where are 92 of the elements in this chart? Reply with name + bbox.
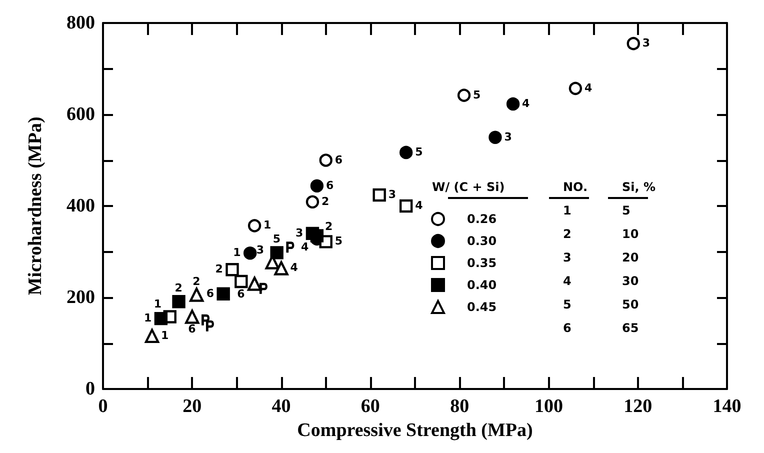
annotation: 3 [295,226,304,240]
point [506,97,520,111]
y-tick-label: 0 [86,378,95,400]
annotation: Si, % [622,180,656,194]
point [216,287,230,300]
legend-label: 0.26 [467,212,497,226]
annotation: 1 [264,218,272,232]
annotation: 6 [326,178,334,192]
point [206,320,214,332]
annotation: 4 [290,261,298,274]
annotation: NO. [563,180,588,194]
annotation: 50 [622,298,639,312]
annotation: 4 [522,96,530,110]
annotation: 5 [334,234,343,248]
annotation: 65 [622,321,639,335]
point [372,188,386,202]
y-tick-label: 600 [66,104,95,125]
annotation: 2 [324,220,333,233]
legend-label: 0.40 [467,278,497,292]
annotation: 6 [206,286,214,300]
y-tick-label: 800 [66,12,95,34]
x-tick-label: 60 [360,396,380,417]
point [457,88,471,102]
legend-label: 0.30 [467,234,497,248]
point [144,328,160,344]
annotation: 30 [622,274,639,288]
annotation: 2 [174,282,182,295]
point [399,199,413,213]
annotation: 1 [563,204,572,218]
annotation: 4 [300,240,309,254]
annotation: 3 [256,243,264,256]
x-tick-label: 100 [534,396,563,417]
annotation: 6 [237,287,246,300]
point [243,246,257,260]
annotation: 2 [563,227,572,241]
annotation: 3 [563,250,572,264]
annotation: 5 [563,298,572,312]
annotation: 1 [233,246,241,260]
y-axis-title: Microhardness (MPa) [25,116,46,296]
annotation: 1 [144,312,152,325]
point [306,195,320,208]
x-axis-title: Compressive Strength (MPa) [297,420,533,441]
annotation: 3 [388,188,396,202]
point [154,312,168,326]
annotation: 4 [563,274,572,288]
annotation: 3 [642,36,650,50]
annotation: 2 [321,194,330,208]
point [270,246,284,260]
x-tick-label: 40 [272,396,291,417]
legend-title: W/ (C + Si) [432,180,505,194]
x-tick-label: 0 [98,396,108,417]
point [568,82,582,96]
y-tick-label: 200 [66,287,95,308]
point [185,310,200,324]
annotation: 6 [188,322,196,336]
legend-label: 0.45 [467,300,497,314]
x-tick-label: 20 [182,396,202,417]
y-tick-label: 400 [66,196,95,216]
point [190,288,204,302]
annotation: 1 [154,298,162,311]
x-tick-label: 140 [712,396,742,417]
point [202,314,210,326]
point [399,146,413,160]
annotation: 2 [215,262,223,276]
point [626,36,640,50]
point [248,219,262,232]
annotation: 4 [584,81,592,94]
annotation: 20 [622,250,639,264]
legend-label: 0.35 [467,256,497,270]
annotation: 5 [622,204,630,218]
point [274,261,288,276]
annotation: 5 [415,145,423,158]
annotation: 3 [504,130,512,144]
annotation: 1 [161,328,169,342]
annotation: 2 [192,274,200,288]
x-tick-label: 120 [624,396,652,417]
annotation: 5 [272,232,280,246]
x-tick-label: 80 [450,396,470,417]
annotation: 10 [622,227,639,241]
point [172,295,186,308]
point [488,130,502,144]
annotation: 6 [334,153,343,166]
annotation: 6 [563,321,572,335]
point [259,282,268,294]
point [234,274,248,288]
point [226,262,239,276]
point [319,154,332,167]
point [286,242,294,253]
point [310,179,324,192]
annotation: 5 [473,88,481,102]
annotation: 4 [415,199,424,212]
point [247,276,262,291]
